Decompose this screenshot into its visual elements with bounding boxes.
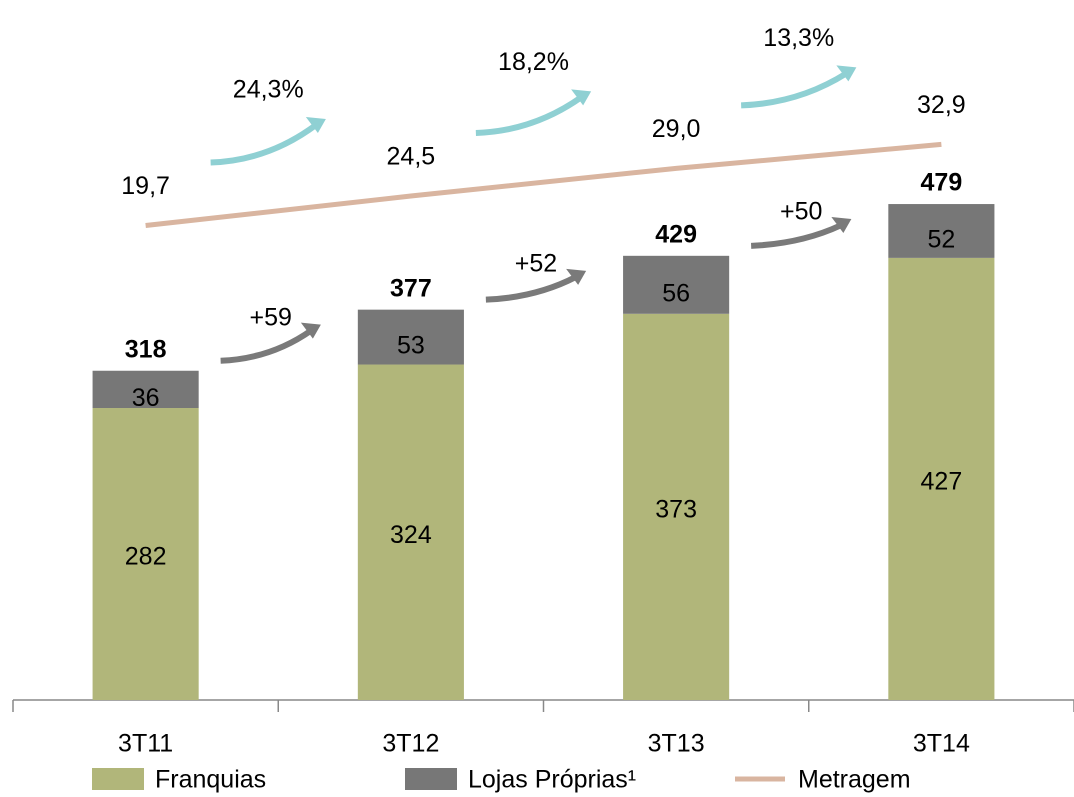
- line-value-label: 19,7: [121, 172, 170, 200]
- bar-value-label: 52: [927, 226, 955, 254]
- bar-value-label: 282: [125, 543, 167, 571]
- growth-arrow: [210, 122, 318, 166]
- legend-swatch: [405, 768, 457, 790]
- bar-segment: [623, 313, 730, 700]
- bar-segment: [888, 257, 995, 700]
- legend-label: Lojas Próprias¹: [468, 766, 636, 794]
- bar-segment: [92, 370, 199, 409]
- line-growth-label: 13,3%: [763, 24, 834, 52]
- line-growth-label: 24,3%: [233, 76, 304, 104]
- bar-growth-label: +59: [250, 303, 292, 331]
- growth-arrow-head: [836, 65, 857, 82]
- bar-value-label: 427: [921, 468, 963, 496]
- bar-value-label: 56: [662, 279, 690, 307]
- line-value-label: 24,5: [387, 143, 436, 171]
- growth-arrow-head: [305, 117, 326, 134]
- bar-growth-label: +50: [780, 198, 822, 226]
- bar-growth-arrow-head: [300, 322, 321, 339]
- bar-value-label: 53: [397, 332, 425, 360]
- legend-label: Metragem: [798, 766, 911, 794]
- total-label: 429: [655, 220, 697, 248]
- line-value-label: 32,9: [917, 91, 966, 119]
- bar-value-label: 36: [132, 384, 160, 412]
- bar-segment: [888, 204, 995, 258]
- bar-value-label: 324: [390, 521, 432, 549]
- bar-growth-label: +52: [515, 249, 557, 277]
- bar-growth-arrow-head: [831, 217, 852, 234]
- bar-segment: [92, 408, 199, 700]
- growth-arrow-head: [571, 89, 592, 106]
- bar-growth-arrow-head: [566, 268, 587, 285]
- total-label: 377: [390, 274, 432, 302]
- x-tick-label: 3T11: [118, 730, 173, 758]
- line-series: [145, 141, 942, 229]
- bar-segment: [357, 364, 464, 700]
- bar-growth-arrow: [751, 222, 843, 249]
- line-growth-label: 18,2%: [498, 48, 569, 76]
- bar-value-label: 373: [655, 496, 697, 524]
- line-value-label: 29,0: [652, 115, 701, 143]
- bar-segment: [623, 255, 730, 314]
- x-tick-label: 3T13: [648, 730, 705, 758]
- legend-swatch: [92, 768, 144, 790]
- bar-growth-arrow: [220, 328, 313, 364]
- growth-arrow: [741, 70, 848, 109]
- x-tick-label: 3T12: [382, 730, 439, 758]
- bar-growth-arrow: [485, 274, 578, 303]
- growth-arrow: [475, 94, 583, 137]
- total-label: 318: [125, 335, 167, 363]
- total-label: 479: [921, 169, 963, 197]
- legend-label: Franquias: [155, 766, 266, 794]
- bar-segment: [357, 309, 464, 365]
- x-tick-label: 3T14: [913, 730, 970, 758]
